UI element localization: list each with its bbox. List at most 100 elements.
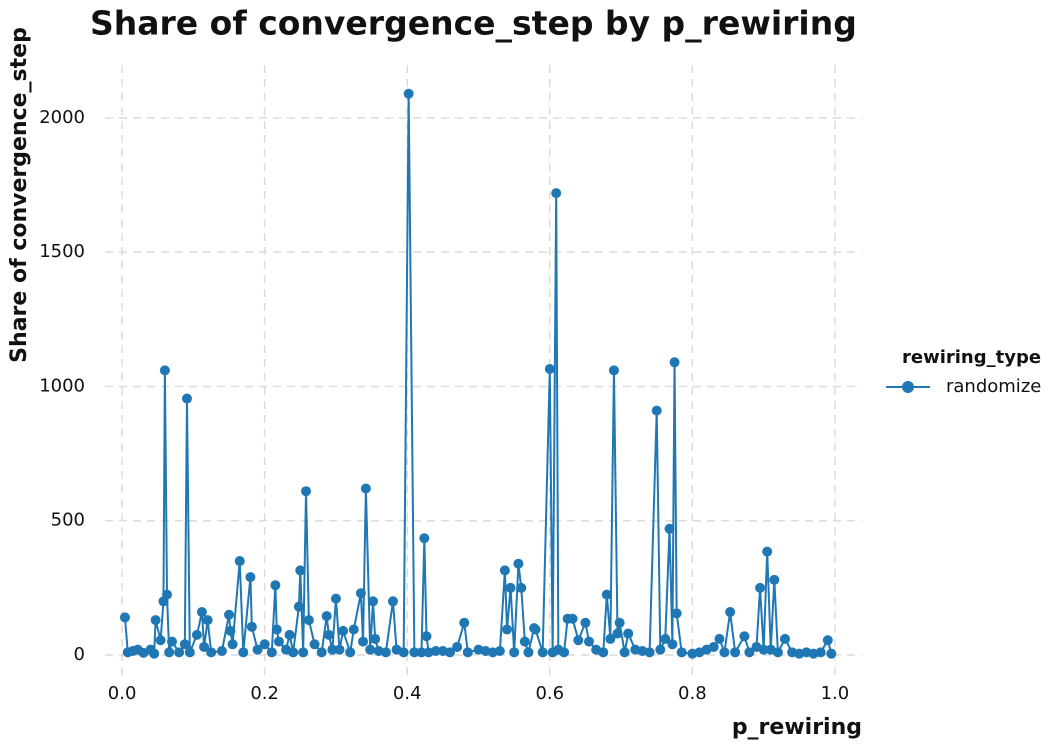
data-point bbox=[365, 644, 376, 655]
data-point bbox=[316, 647, 327, 658]
x-tick-label: 0.6 bbox=[535, 683, 564, 704]
data-point bbox=[619, 647, 630, 658]
data-point bbox=[612, 628, 623, 639]
data-point bbox=[338, 625, 349, 636]
data-point bbox=[601, 589, 612, 600]
data-point bbox=[608, 365, 619, 376]
data-point bbox=[567, 613, 578, 624]
data-point bbox=[162, 589, 173, 600]
data-point bbox=[368, 596, 379, 607]
x-tick-label: 0.4 bbox=[393, 683, 422, 704]
y-tick-label: 1500 bbox=[39, 241, 85, 262]
chart-title: Share of convergence_step by p_rewiring bbox=[90, 4, 857, 43]
data-point bbox=[167, 636, 178, 647]
data-point bbox=[303, 615, 314, 626]
x-axis-label: p_rewiring bbox=[732, 715, 862, 740]
data-point bbox=[155, 635, 166, 646]
data-point bbox=[430, 645, 441, 656]
data-point bbox=[206, 647, 217, 658]
data-point bbox=[739, 631, 750, 642]
data-point bbox=[519, 636, 530, 647]
data-point bbox=[159, 365, 170, 376]
data-point bbox=[330, 593, 341, 604]
data-point bbox=[655, 644, 666, 655]
data-point bbox=[523, 647, 534, 658]
data-point bbox=[380, 647, 391, 658]
data-point bbox=[403, 88, 414, 99]
data-point bbox=[266, 647, 277, 658]
data-point bbox=[530, 624, 541, 635]
data-point bbox=[667, 639, 678, 650]
data-point bbox=[459, 617, 470, 628]
data-point bbox=[309, 639, 320, 650]
data-point bbox=[119, 612, 130, 623]
data-point bbox=[360, 483, 371, 494]
data-point bbox=[164, 647, 175, 658]
data-point bbox=[502, 624, 513, 635]
data-point bbox=[509, 647, 520, 658]
data-point bbox=[238, 647, 249, 658]
data-point bbox=[323, 629, 334, 640]
data-point bbox=[196, 607, 207, 618]
data-point bbox=[551, 188, 562, 199]
data-point bbox=[714, 633, 725, 644]
data-point bbox=[614, 617, 625, 628]
data-point bbox=[321, 611, 332, 622]
data-point bbox=[191, 629, 202, 640]
data-point bbox=[744, 647, 755, 658]
x-tick-label: 0.2 bbox=[250, 683, 279, 704]
series-line bbox=[123, 93, 833, 657]
data-point bbox=[444, 647, 455, 658]
data-point bbox=[544, 364, 555, 375]
data-point bbox=[334, 644, 345, 655]
data-point bbox=[301, 486, 312, 497]
legend-title: rewiring_type bbox=[902, 347, 1041, 368]
data-point bbox=[644, 647, 655, 658]
data-point bbox=[370, 633, 381, 644]
data-point bbox=[421, 631, 432, 642]
data-point bbox=[580, 617, 591, 628]
data-point bbox=[826, 648, 837, 659]
data-point bbox=[755, 582, 766, 593]
data-point bbox=[345, 647, 356, 658]
data-point bbox=[288, 647, 299, 658]
data-point bbox=[327, 644, 338, 655]
data-point bbox=[664, 523, 675, 534]
data-point bbox=[216, 645, 227, 656]
data-point bbox=[298, 647, 309, 658]
data-point bbox=[293, 601, 304, 612]
y-tick-label: 2000 bbox=[39, 107, 85, 128]
legend-marker bbox=[902, 381, 914, 393]
data-point bbox=[181, 393, 192, 404]
data-point bbox=[758, 644, 769, 655]
data-point bbox=[419, 533, 430, 544]
data-point bbox=[762, 546, 773, 557]
data-point bbox=[284, 629, 295, 640]
data-point bbox=[234, 556, 245, 567]
y-tick-label: 1000 bbox=[39, 375, 85, 396]
data-point bbox=[623, 628, 634, 639]
data-point bbox=[769, 574, 780, 585]
data-point bbox=[409, 647, 420, 658]
data-point bbox=[516, 582, 527, 593]
data-point bbox=[605, 633, 616, 644]
data-point bbox=[598, 647, 609, 658]
data-point bbox=[537, 647, 548, 658]
data-point bbox=[227, 639, 238, 650]
data-point bbox=[660, 633, 671, 644]
y-tick-label: 500 bbox=[51, 510, 85, 531]
data-point bbox=[452, 641, 463, 652]
data-point bbox=[259, 639, 270, 650]
y-tick-label: 0 bbox=[74, 644, 85, 665]
data-point bbox=[270, 580, 281, 591]
data-point bbox=[224, 609, 235, 620]
data-point bbox=[815, 647, 826, 658]
data-point bbox=[150, 615, 161, 626]
data-point bbox=[355, 588, 366, 599]
data-point bbox=[462, 647, 473, 658]
data-point bbox=[822, 635, 833, 646]
data-point bbox=[387, 596, 398, 607]
data-point bbox=[780, 633, 791, 644]
data-point bbox=[725, 607, 736, 618]
